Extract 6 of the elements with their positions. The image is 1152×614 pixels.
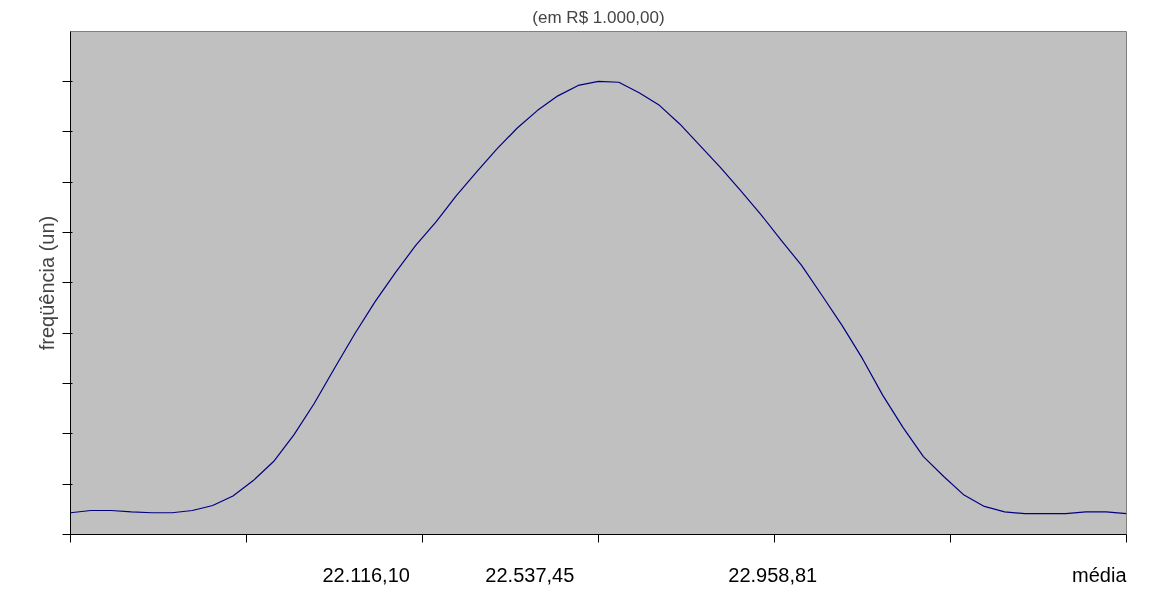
- text: 22.958,81: [728, 563, 818, 586]
- y-axis-title: freqüência (un): [35, 215, 58, 351]
- text: 22.116,10: [322, 563, 410, 586]
- chart-title: (em R$ 1.000,00): [532, 7, 665, 27]
- text: 22.537,45: [485, 563, 575, 586]
- x-axis-title: média: [1072, 563, 1128, 586]
